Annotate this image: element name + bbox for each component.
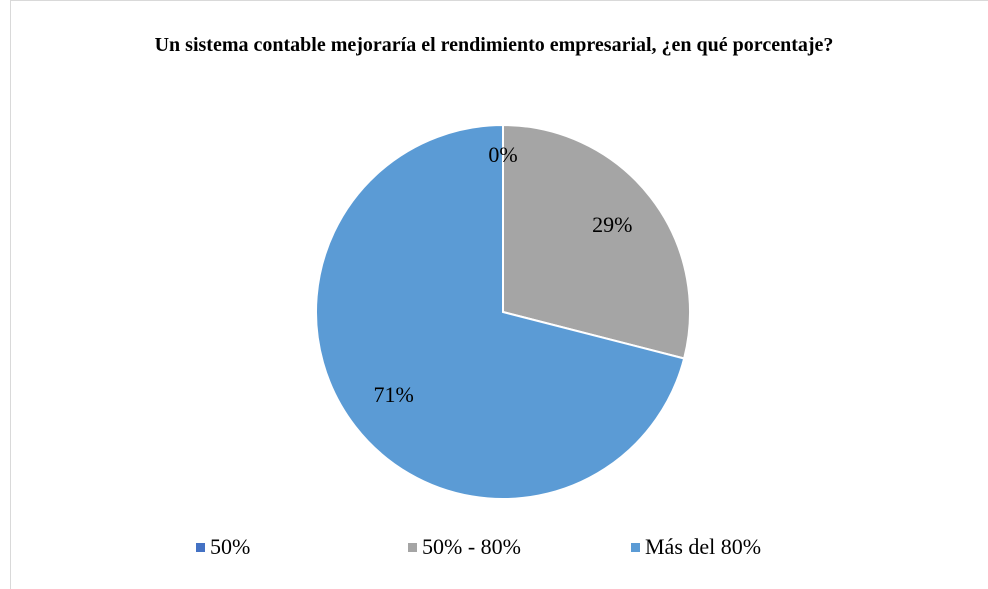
legend-label: Más del 80%	[645, 534, 761, 559]
legend-swatch	[631, 543, 640, 552]
chart-title: Un sistema contable mejoraría el rendimi…	[154, 34, 834, 56]
data-label: 71%	[373, 382, 413, 407]
legend-label: 50% - 80%	[422, 534, 521, 559]
chart-border	[10, 0, 988, 589]
legend-label: 50%	[210, 534, 250, 559]
pie-slice	[502, 123, 691, 360]
data-label: 29%	[592, 212, 632, 237]
legend-swatch	[196, 543, 205, 552]
data-label: 0%	[488, 142, 517, 167]
legend-swatch	[408, 543, 417, 552]
pie-slice	[315, 123, 686, 500]
